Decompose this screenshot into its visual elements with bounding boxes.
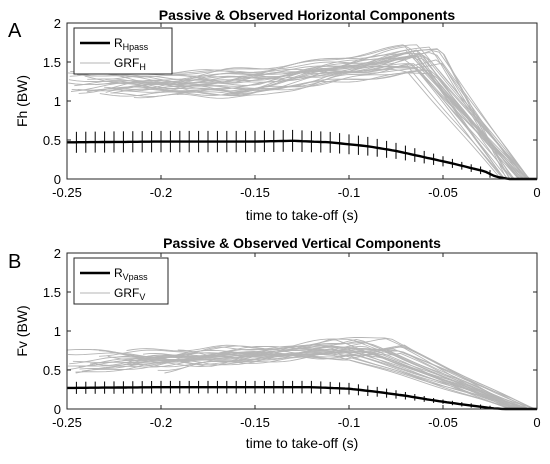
panel-b-passive-line [67,386,537,411]
y-tick-label: 0 [54,402,61,417]
observed-grf-line [95,345,513,409]
observed-grf-line [78,344,534,410]
panel-b-legend-box [73,257,169,305]
observed-grf-line [146,350,524,410]
observed-grf-line [95,55,521,180]
observed-grf-line [84,50,529,179]
x-tick-label: -0.2 [150,185,172,200]
panel-b-y-ticks: 0 0.5 1 1.5 2 [43,246,537,417]
observed-grf-line [70,58,525,180]
panel-b-error-bars [66,380,491,409]
observed-grf-line [126,52,527,180]
panel-a-legend-passive-label: RHpass [114,36,149,52]
observed-grf-line [79,55,529,180]
panel-b-title: Passive & Observed Vertical Components [163,235,441,251]
x-tick-label: -0.25 [52,415,82,430]
panel-a-x-ticks: -0.25 -0.2 -0.15 -0.1 -0.05 0 [52,23,541,200]
panel-b-y-axis-label: Fv (BW) [14,305,30,356]
panel-b-letter: B [8,251,21,273]
x-tick-label: -0.05 [428,185,458,200]
observed-grf-line [68,52,530,180]
y-tick-label: 0.5 [43,133,61,148]
y-tick-label: 1 [54,324,61,339]
panel-a-legend: RHpass GRFH [73,27,173,75]
y-tick-label: 1.5 [43,55,61,70]
observed-grf-line [69,352,512,410]
observed-grf-line [134,49,511,180]
panel-a-legend-observed-label: GRFH [114,56,146,72]
panel-a-letter: A [8,20,22,42]
x-tick-label: 0 [533,185,540,200]
x-tick-label: 0 [533,415,540,430]
panel-a-y-axis-label: Fh (BW) [14,75,30,127]
x-tick-label: -0.15 [240,415,270,430]
y-tick-label: 2 [54,246,61,261]
observed-grf-line [128,345,520,410]
y-tick-label: 0.5 [43,363,61,378]
panel-a-passive-line [67,139,537,181]
panel-a: A Passive & Observed Horizontal Componen… [8,7,541,223]
x-tick-label: -0.05 [428,415,458,430]
panel-b-legend-passive-label: RVpass [114,266,148,282]
panel-b-legend-observed-label: GRFV [114,286,145,302]
panel-a-y-ticks: 0 0.5 1 1.5 2 [43,16,537,187]
panel-a-title: Passive & Observed Horizontal Components [159,7,456,23]
panel-b-x-ticks: -0.25 -0.2 -0.15 -0.1 -0.05 0 [52,253,541,430]
observed-grf-line [112,72,520,180]
x-tick-label: -0.1 [338,185,360,200]
panel-b: B Passive & Observed Vertical Components… [8,235,541,451]
panel-b-x-axis-label: time to take-off (s) [246,435,359,451]
observed-grf-line [120,59,524,179]
y-tick-label: 0 [54,172,61,187]
y-tick-label: 1 [54,94,61,109]
observed-grf-line [89,347,531,410]
observed-grf-line [99,345,530,410]
panel-a-legend-box [73,27,173,75]
x-tick-label: -0.1 [338,415,360,430]
x-tick-label: -0.2 [150,415,172,430]
y-tick-label: 2 [54,16,61,31]
x-tick-label: -0.25 [52,185,82,200]
y-tick-label: 1.5 [43,285,61,300]
panel-b-legend: RVpass GRFV [73,257,169,305]
observed-grf-line [110,70,504,180]
panel-a-error-bars [66,129,491,178]
panel-b-observed-lines [66,337,537,410]
x-tick-label: -0.15 [240,185,270,200]
panel-a-x-axis-label: time to take-off (s) [246,207,359,223]
observed-grf-line [74,44,523,180]
